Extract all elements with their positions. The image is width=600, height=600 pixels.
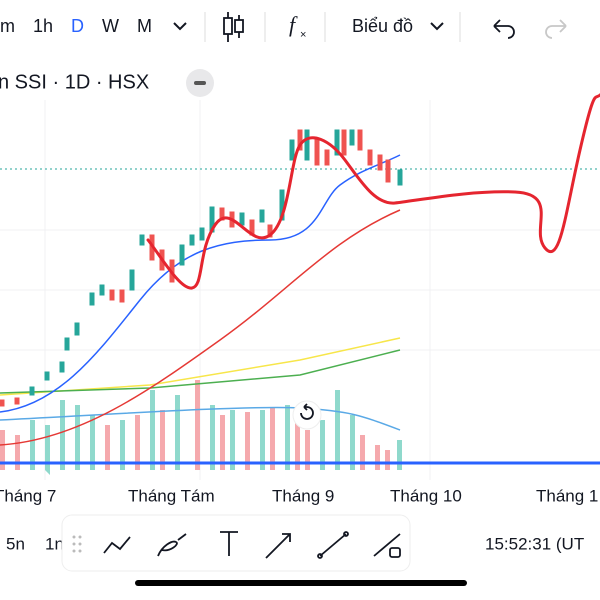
interval-button[interactable]: M [137,16,152,36]
candles-up [29,129,403,396]
volume-ma [0,406,401,431]
volume-up [30,390,402,475]
drag-handle[interactable] [72,535,82,553]
tool-brush[interactable] [157,533,187,557]
x-axis-label: Tháng Tám [128,486,215,505]
x-axis-label: Tháng 7 [0,486,56,505]
top-toolbar: m 1h D W M f × Biểu đồ [0,12,567,42]
home-indicator [135,580,467,586]
redo-button[interactable] [545,19,567,39]
tool-pattern[interactable] [103,536,131,554]
more-intervals[interactable] [173,22,187,31]
undo-button[interactable] [493,19,515,39]
tool-shape-box [389,547,401,558]
drawing-toolbar [61,514,411,572]
interval-button[interactable]: W [102,16,119,36]
chart-style-icon[interactable] [223,12,244,42]
interval-button[interactable]: D [71,16,84,36]
ma-red [0,209,401,446]
x-axis: Tháng 7 Tháng Tám Tháng 9 Tháng 10 Tháng… [0,486,598,505]
x-axis-label: Tháng 9 [272,486,334,505]
tool-line-end [317,553,323,559]
reset-icon [300,403,314,420]
collapse-icon [194,81,206,85]
tool-arrow[interactable] [265,533,291,559]
clock: 15:52:31 (UT [485,534,584,553]
tool-shape[interactable] [373,533,401,557]
range-button[interactable]: 1n [45,534,64,553]
interval-button[interactable]: 1h [33,16,53,36]
reset-button[interactable] [292,400,322,430]
volume-down [0,380,390,470]
interval-button[interactable]: m [0,16,15,36]
indicators-icon-x: × [300,29,306,41]
symbol-label: n SSI · 1D · HSX [0,71,149,93]
ma-blue [0,154,401,413]
chevron [430,22,444,31]
indicators-icon[interactable]: f [289,12,298,37]
chart-area [0,93,600,480]
tool-text[interactable] [220,531,238,556]
tool-line[interactable] [319,533,347,557]
x-axis-label: Tháng 10 [390,486,462,505]
candles-down [0,129,391,407]
tool-line-end [343,531,349,537]
chart-type-button[interactable]: Biểu đồ [352,16,413,36]
ma-green [0,349,401,394]
drawn-brush-line [146,93,600,290]
x-axis-label: Tháng 1 [536,486,598,505]
range-button[interactable]: 5n [6,534,25,553]
